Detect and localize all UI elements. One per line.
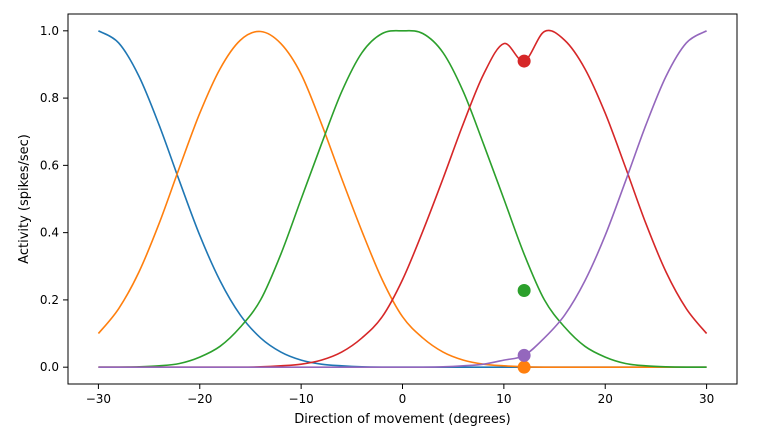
series-line-3 <box>98 29 707 369</box>
y-tick-label: 0.2 <box>40 293 59 307</box>
x-tick-label: 0 <box>399 392 407 406</box>
plot-area <box>97 29 708 374</box>
x-tick-label: −10 <box>288 392 313 406</box>
y-tick-label: 0.0 <box>40 360 59 374</box>
y-axis-label: Activity (spikes/sec) <box>17 134 32 264</box>
y-tick-label: 0.8 <box>40 91 59 105</box>
series-marker-5 <box>517 348 531 362</box>
x-tick-label: 10 <box>496 392 511 406</box>
y-tick-label: 1.0 <box>40 24 59 38</box>
series-line-2 <box>97 30 707 369</box>
y-tick-label: 0.4 <box>40 226 59 240</box>
y-tick-label: 0.6 <box>40 158 59 172</box>
series-marker-3 <box>517 283 531 297</box>
x-tick-label: 30 <box>699 392 714 406</box>
y-axis-ticks: 0.0 0.2 0.4 0.6 0.8 1.0 <box>40 24 68 374</box>
series-line-5 <box>98 30 707 369</box>
x-axis-ticks: −30 −20 −10 0 10 20 30 <box>86 384 714 406</box>
series-marker-4 <box>517 54 531 68</box>
x-tick-label: −30 <box>86 392 111 406</box>
x-tick-label: −20 <box>187 392 212 406</box>
x-axis-label: Direction of movement (degrees) <box>294 412 510 427</box>
x-tick-label: 20 <box>598 392 613 406</box>
series-marker-2 <box>517 360 531 374</box>
